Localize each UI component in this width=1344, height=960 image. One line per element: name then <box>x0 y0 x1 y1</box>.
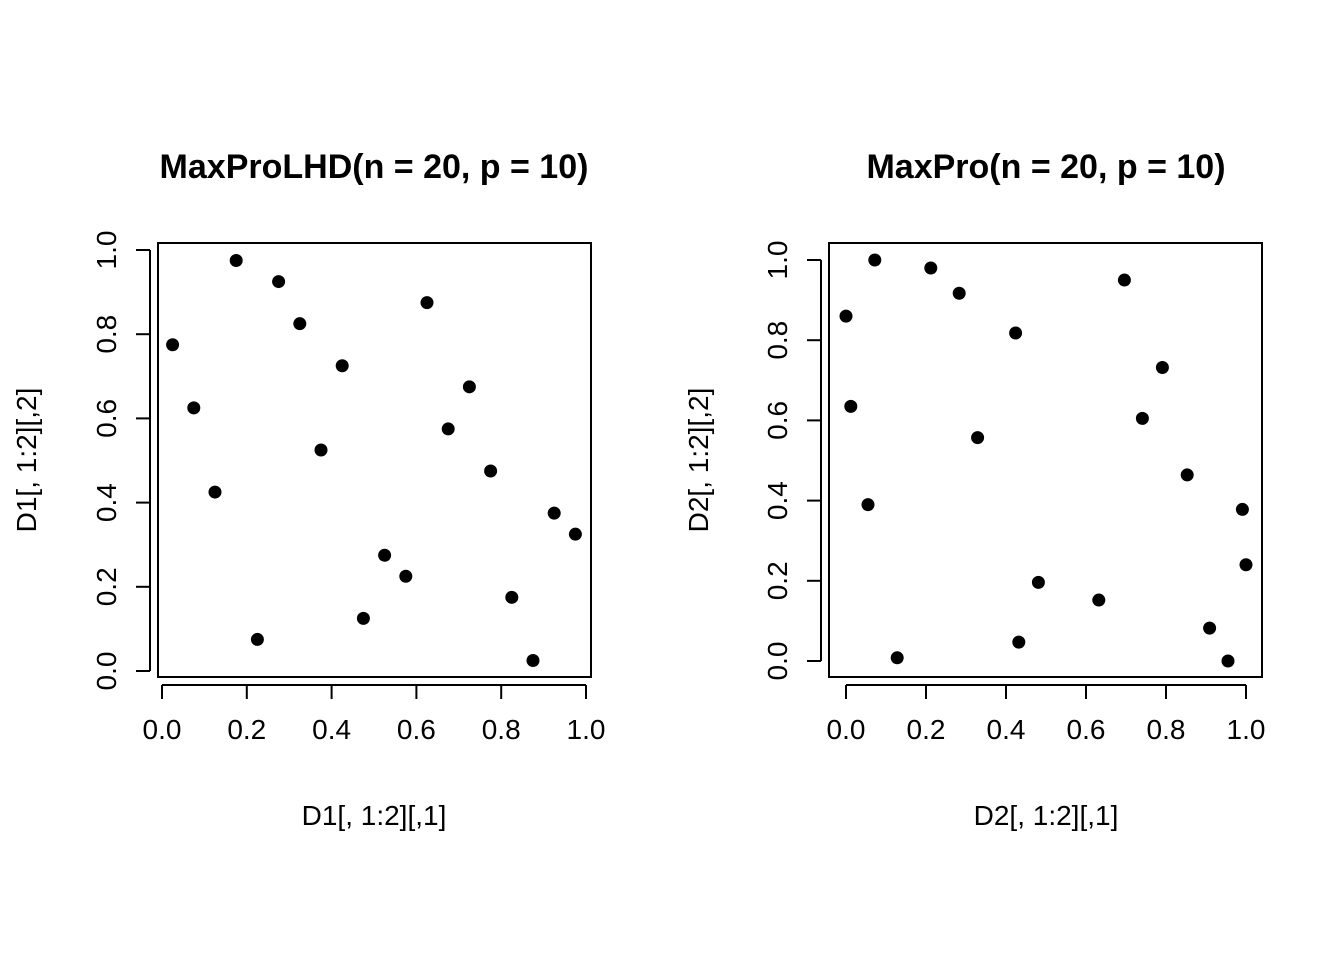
data-point <box>844 399 858 413</box>
y-axis-label: D2[, 1:2][,2] <box>683 388 714 533</box>
data-point <box>378 548 392 562</box>
scatter-panel-2: MaxPro(n = 20, p = 10) 0.0 0.2 0.4 0.6 0.8 1.0… <box>683 148 1265 831</box>
x-tick-label: 0.8 <box>1147 714 1186 745</box>
data-point <box>1239 558 1253 572</box>
data-point <box>1009 326 1023 340</box>
data-point <box>166 338 180 352</box>
data-point <box>272 275 286 289</box>
data-point <box>335 359 349 373</box>
x-tick-label: 1.0 <box>567 714 606 745</box>
data-point <box>868 253 882 267</box>
data-point <box>1012 635 1026 649</box>
y-tick-label: 1.0 <box>762 241 793 280</box>
data-point <box>293 317 307 331</box>
x-tick-label: 0.2 <box>907 714 946 745</box>
y-tick-label: 0.6 <box>762 401 793 440</box>
data-point <box>839 309 853 323</box>
y-tick-label: 0.8 <box>91 315 122 354</box>
data-point <box>1221 654 1235 668</box>
data-point <box>420 296 434 310</box>
x-tick-label: 0.4 <box>987 714 1026 745</box>
data-point <box>399 569 413 583</box>
x-tick-label: 1.0 <box>1227 714 1266 745</box>
plot-frame <box>828 242 1263 678</box>
data-point <box>971 431 985 445</box>
data-point <box>890 651 904 665</box>
data-point <box>568 527 582 541</box>
data-point <box>1031 575 1045 589</box>
plot-frame <box>157 242 592 678</box>
y-axis-label: D1[, 1:2][,2] <box>11 388 42 533</box>
data-point <box>441 422 455 436</box>
x-tick-label: 0.6 <box>397 714 436 745</box>
x-tick-label: 0.8 <box>482 714 521 745</box>
data-point <box>1155 360 1169 374</box>
data-point <box>1235 502 1249 516</box>
x-tick-label: 0.4 <box>312 714 351 745</box>
x-tick-label: 0.2 <box>227 714 266 745</box>
data-point <box>526 653 540 667</box>
data-point <box>250 632 264 646</box>
data-point <box>1092 593 1106 607</box>
x-tick-label: 0.0 <box>143 714 182 745</box>
x-tick-label: 0.0 <box>827 714 866 745</box>
scatter-panel-1: MaxProLHD(n = 20, p = 10) 0.0 0.2 0.4 0.6 0.8… <box>11 148 605 831</box>
data-point <box>314 443 328 457</box>
y-tick-label: 1.0 <box>91 231 122 270</box>
data-point <box>1203 621 1217 635</box>
y-tick-label: 0.2 <box>762 561 793 600</box>
x-axis-label: D1[, 1:2][,1] <box>302 800 447 831</box>
y-tick-label: 0.4 <box>762 481 793 520</box>
y-tick-label: 0.0 <box>762 642 793 681</box>
data-point <box>924 261 938 275</box>
data-point <box>356 611 370 625</box>
x-axis-label: D2[, 1:2][,1] <box>974 800 1119 831</box>
data-point <box>462 380 476 394</box>
data-point <box>229 254 243 268</box>
chart-title: MaxProLHD(n = 20, p = 10) <box>160 148 589 186</box>
data-point <box>484 464 498 478</box>
data-point <box>187 401 201 415</box>
data-point <box>547 506 561 520</box>
y-tick-label: 0.2 <box>91 567 122 606</box>
y-tick-label: 0.8 <box>762 321 793 360</box>
x-tick-label: 0.6 <box>1067 714 1106 745</box>
data-point <box>1180 468 1194 482</box>
y-tick-label: 0.6 <box>91 399 122 438</box>
data-point <box>952 286 966 300</box>
data-point <box>208 485 222 499</box>
data-point <box>1135 411 1149 425</box>
data-point <box>1117 273 1131 287</box>
chart-title: MaxPro(n = 20, p = 10) <box>866 148 1225 186</box>
y-tick-label: 0.4 <box>91 483 122 522</box>
data-point <box>505 590 519 604</box>
y-tick-label: 0.0 <box>91 652 122 691</box>
data-point <box>861 498 875 512</box>
